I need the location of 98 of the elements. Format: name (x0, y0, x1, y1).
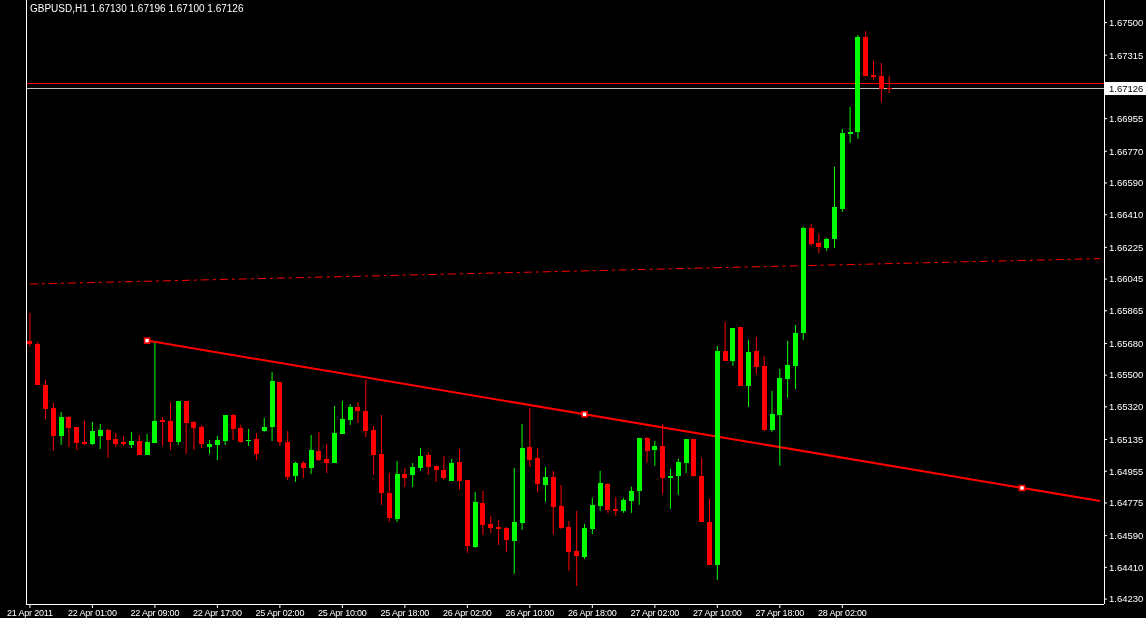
candlestick (324, 443, 330, 474)
candlestick (425, 451, 431, 476)
candlestick (230, 413, 236, 441)
chart-title: GBPUSD,H1 1.67130 1.67196 1.67100 1.67126 (30, 3, 244, 14)
candlestick (683, 438, 689, 474)
candlestick (253, 432, 259, 461)
candlestick (82, 420, 88, 446)
candlestick (871, 60, 877, 81)
candlestick (597, 470, 603, 512)
x-tick-label: 22 Apr 17:00 (193, 608, 242, 618)
candlestick (511, 467, 517, 575)
candlestick (769, 390, 775, 433)
y-tick-label: 1.64410 (1109, 561, 1144, 573)
y-tick-label: 1.65680 (1109, 337, 1144, 349)
candlestick (433, 465, 439, 483)
x-tick-label: 25 Apr 10:00 (318, 608, 367, 618)
y-tick-label: 1.66225 (1109, 241, 1144, 253)
y-tick-label: 1.64955 (1109, 465, 1144, 477)
y-tick-label: 1.65865 (1109, 305, 1144, 317)
candlestick (558, 484, 564, 530)
candlestick (66, 415, 72, 448)
candlestick (457, 448, 463, 491)
y-tick-label: 1.66770 (1109, 145, 1144, 157)
point (143, 337, 151, 344)
y-tick-label: 1.65500 (1109, 369, 1144, 381)
candlestick (847, 106, 853, 144)
candlestick (355, 401, 361, 424)
candlestick (308, 434, 314, 475)
candlestick (652, 440, 658, 467)
y-tick-label: 1.66410 (1109, 209, 1144, 221)
candlestick (43, 379, 49, 420)
candlestick (589, 497, 595, 535)
candlestick (441, 455, 447, 481)
x-tick-label: 26 Apr 10:00 (505, 608, 555, 618)
candlestick (339, 400, 345, 435)
candlestick (496, 519, 502, 546)
candlestick (816, 233, 822, 254)
candlestick (293, 461, 298, 483)
candlestick (628, 486, 634, 514)
candlestick (58, 411, 64, 446)
candlestick (417, 447, 423, 472)
candlestick (136, 434, 142, 456)
candlestick (89, 421, 95, 446)
candlestick (97, 423, 103, 450)
x-tick-label: 27 Apr 02:00 (630, 608, 680, 618)
y-tick-label: 1.65320 (1109, 401, 1144, 413)
y-tick-label: 1.66590 (1109, 177, 1144, 189)
candlestick (316, 431, 322, 462)
candlestick (667, 468, 673, 510)
candlestick (449, 458, 455, 482)
candlestick (402, 467, 408, 488)
y-tick-label: 1.64230 (1109, 593, 1144, 605)
x-tick-label: 28 Apr 02:00 (817, 608, 867, 618)
candlestick (168, 401, 174, 451)
candlestick (722, 321, 728, 362)
y-tick-label: 1.67500 (1109, 16, 1144, 28)
x-tick-label: 22 Apr 01:00 (68, 608, 117, 618)
x-tick-label: 25 Apr 02:00 (255, 608, 305, 618)
candlestick (246, 428, 252, 447)
x-tick-label: 27 Apr 18:00 (755, 608, 805, 618)
candlestick (105, 428, 111, 459)
candlestick (144, 433, 150, 456)
y-tick-label: 1.67315 (1109, 49, 1144, 61)
candlestick (644, 436, 650, 464)
x-tick-label: 26 Apr 02:00 (443, 608, 492, 618)
candlestick (675, 458, 681, 496)
point (581, 411, 588, 418)
y-tick-label: 1.66045 (1109, 273, 1144, 285)
candlestick (183, 400, 189, 455)
x-tick-label: 22 Apr 09:00 (130, 608, 180, 618)
candlestick (527, 407, 533, 468)
candlestick (214, 435, 220, 461)
candlestick (785, 340, 791, 399)
candlestick (410, 462, 416, 488)
x-tick-label: 26 Apr 18:00 (568, 608, 617, 618)
candlestick (503, 526, 509, 553)
candlestick (27, 312, 33, 348)
candlestick (574, 510, 580, 587)
y-tick-label: 1.65135 (1109, 433, 1144, 445)
y-tick-label: 1.64775 (1109, 497, 1144, 509)
candlestick (74, 426, 80, 451)
candlestick (199, 424, 205, 449)
x-tick-label: 25 Apr 18:00 (380, 608, 430, 618)
candlestick (480, 490, 486, 536)
candlestick (191, 420, 197, 451)
y-tick-label: 1.66955 (1109, 112, 1144, 124)
candlestick (152, 342, 158, 444)
x-tick-label: 27 Apr 10:00 (693, 608, 742, 618)
candlestick (542, 466, 548, 503)
candlestick (808, 223, 814, 247)
candlestick (753, 336, 759, 375)
candlestick (363, 379, 369, 438)
candlestick (160, 416, 166, 447)
y-tick-label: 1.64590 (1109, 529, 1144, 541)
candlestick (347, 403, 353, 426)
ref-line-label: 1.67126 (1109, 82, 1144, 94)
candlestick (613, 496, 619, 517)
x-tick-label: 21 Apr 2011 (7, 608, 53, 618)
